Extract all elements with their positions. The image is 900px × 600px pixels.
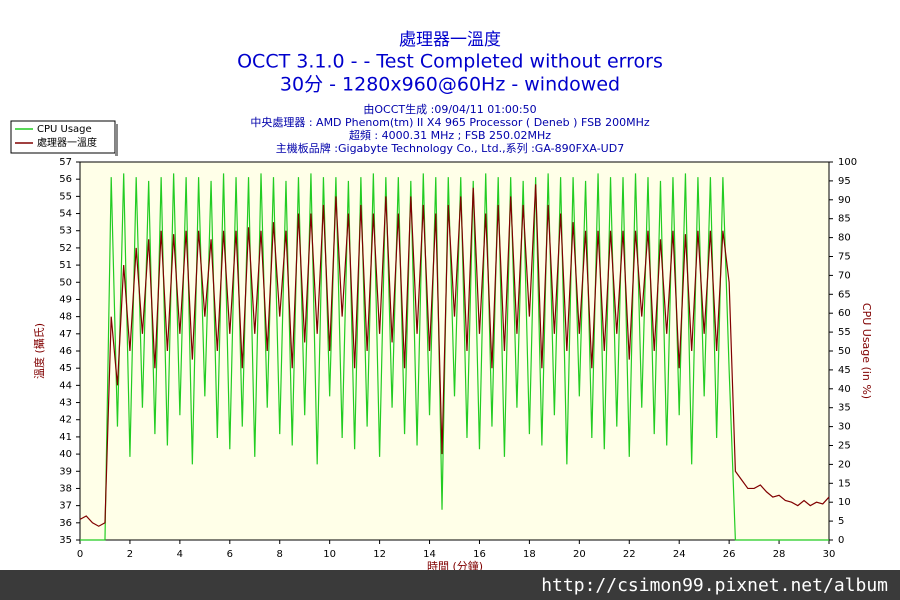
x-tick-label: 12 (373, 549, 386, 560)
info: 由OCCT生成 :09/04/11 01:00:50 (363, 102, 536, 116)
y-tick-label: 38 (59, 483, 72, 494)
y2-tick-label: 45 (838, 365, 851, 376)
x-tick-label: 28 (773, 549, 786, 560)
y2-tick-label: 10 (838, 497, 851, 508)
x-tick-label: 10 (323, 549, 336, 560)
chart-title: 處理器一溫度 (399, 30, 501, 50)
y-tick-label: 50 (59, 277, 72, 288)
x-tick-label: 26 (723, 549, 736, 560)
info: 中央處理器 : AMD Phenom(tm) II X4 965 Process… (250, 115, 650, 129)
y-tick-label: 49 (59, 294, 72, 305)
y2-tick-label: 15 (838, 478, 851, 489)
y2-tick-label: 75 (838, 252, 851, 263)
y2-tick-label: 80 (838, 233, 851, 244)
x-tick-label: 24 (673, 549, 686, 560)
y-tick-label: 39 (59, 466, 72, 477)
y2-tick-label: 100 (838, 157, 857, 168)
y-tick-label: 36 (59, 518, 72, 529)
y-tick-label: 51 (59, 260, 72, 271)
y-tick-label: 54 (59, 209, 72, 220)
series-line (80, 173, 829, 541)
watermark-bar (0, 570, 900, 600)
y2-tick-label: 85 (838, 214, 851, 225)
x-tick-label: 0 (77, 549, 83, 560)
y2-tick-label: 55 (838, 327, 851, 338)
legend-label: 處理器一溫度 (37, 136, 97, 149)
y2-tick-label: 35 (838, 403, 851, 414)
y2-tick-label: 95 (838, 176, 851, 187)
y-tick-label: 56 (59, 174, 72, 185)
x-axis-label: 時間 (分鐘) (427, 559, 483, 573)
y-tick-label: 45 (59, 363, 72, 374)
y-tick-label: 40 (59, 449, 72, 460)
subtitle: 30分 - 1280x960@60Hz - windowed (280, 74, 620, 96)
y-tick-label: 48 (59, 312, 72, 323)
info: 主機板品牌 :Gigabyte Technology Co., Ltd.,系列 … (276, 141, 624, 155)
x-tick-label: 16 (473, 549, 486, 560)
y2-tick-label: 30 (838, 422, 851, 433)
legend-shadow (115, 124, 118, 156)
y2-tick-label: 60 (838, 308, 851, 319)
y-tick-label: 57 (59, 157, 72, 168)
y-axis-label: 溫度 (攝氏) (32, 323, 46, 379)
x-tick-label: 6 (227, 549, 233, 560)
plot-area (79, 161, 830, 541)
x-tick-label: 20 (573, 549, 586, 560)
y-tick-label: 46 (59, 346, 72, 357)
x-tick-label: 2 (127, 549, 133, 560)
y2-axis-label: CPU Usage (in %) (860, 303, 873, 399)
y-tick-label: 35 (59, 535, 72, 546)
y2-tick-label: 50 (838, 346, 851, 357)
x-tick-label: 18 (523, 549, 536, 560)
y-tick-label: 55 (59, 191, 72, 202)
y-tick-label: 37 (59, 501, 72, 512)
series-line (79, 184, 830, 527)
x-tick-label: 4 (177, 549, 183, 560)
y2-tick-label: 90 (838, 195, 851, 206)
x-tick-label: 22 (623, 549, 636, 560)
y2-tick-label: 25 (838, 441, 851, 452)
y-tick-label: 44 (59, 380, 72, 391)
y-tick-label: 42 (59, 415, 72, 426)
y2-tick-label: 0 (838, 535, 844, 546)
y-tick-label: 52 (59, 243, 72, 254)
y2-tick-label: 20 (838, 459, 851, 470)
y-tick-label: 43 (59, 398, 72, 409)
watermark: http://csimon99.pixnet.net/album (541, 575, 888, 596)
y2-tick-label: 70 (838, 270, 851, 281)
x-tick-label: 8 (277, 549, 283, 560)
y2-tick-label: 5 (838, 516, 844, 527)
y-tick-label: 47 (59, 329, 72, 340)
x-tick-label: 14 (423, 549, 436, 560)
y-tick-label: 41 (59, 432, 72, 443)
x-tick-label: 30 (823, 549, 836, 560)
y2-tick-label: 40 (838, 384, 851, 395)
subtitle: OCCT 3.1.0 - - Test Completed without er… (237, 51, 663, 73)
legend-label: CPU Usage (37, 124, 92, 135)
y2-tick-label: 65 (838, 289, 851, 300)
y-tick-label: 53 (59, 226, 72, 237)
info: 超頻 : 4000.31 MHz ; FSB 250.02MHz (349, 128, 551, 142)
